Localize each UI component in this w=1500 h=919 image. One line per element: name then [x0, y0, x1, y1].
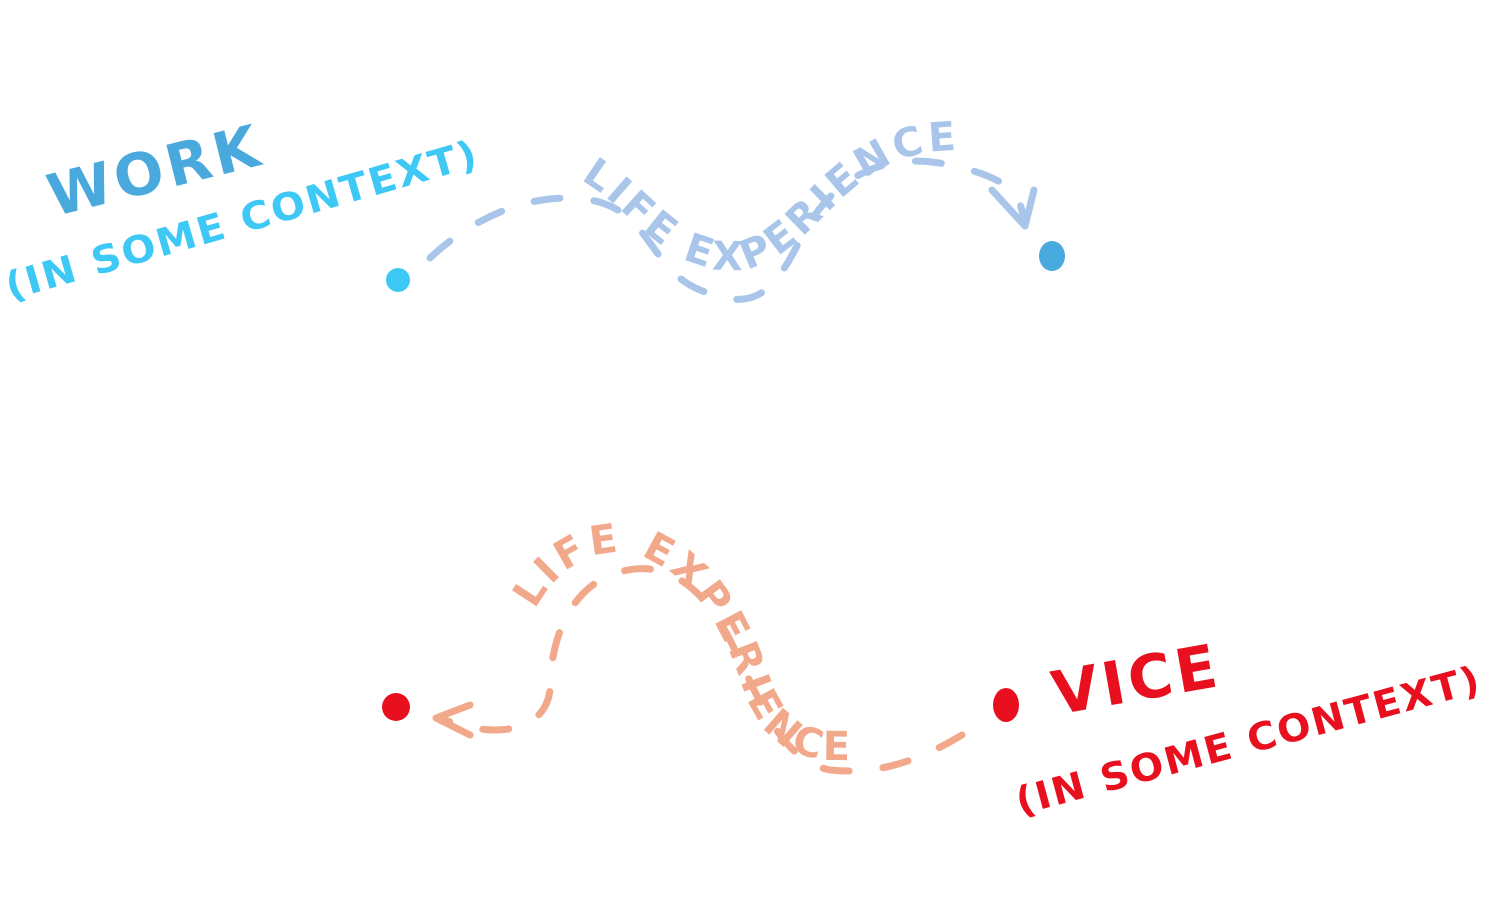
- bottom-title: VICE: [1047, 631, 1226, 729]
- top-path-label: LIFE EXPERIENCE: [575, 114, 961, 281]
- start-dot: [993, 688, 1019, 722]
- start-dot: [386, 268, 410, 292]
- arrow-head: [432, 701, 474, 739]
- arrow-head: [988, 186, 1038, 230]
- end-dot: [1039, 241, 1065, 271]
- end-dot: [382, 693, 410, 721]
- path-dashes: [441, 565, 966, 775]
- top-path-label-text: LIFE EXPERIENCE: [575, 114, 957, 281]
- path-dashes: [426, 157, 1029, 303]
